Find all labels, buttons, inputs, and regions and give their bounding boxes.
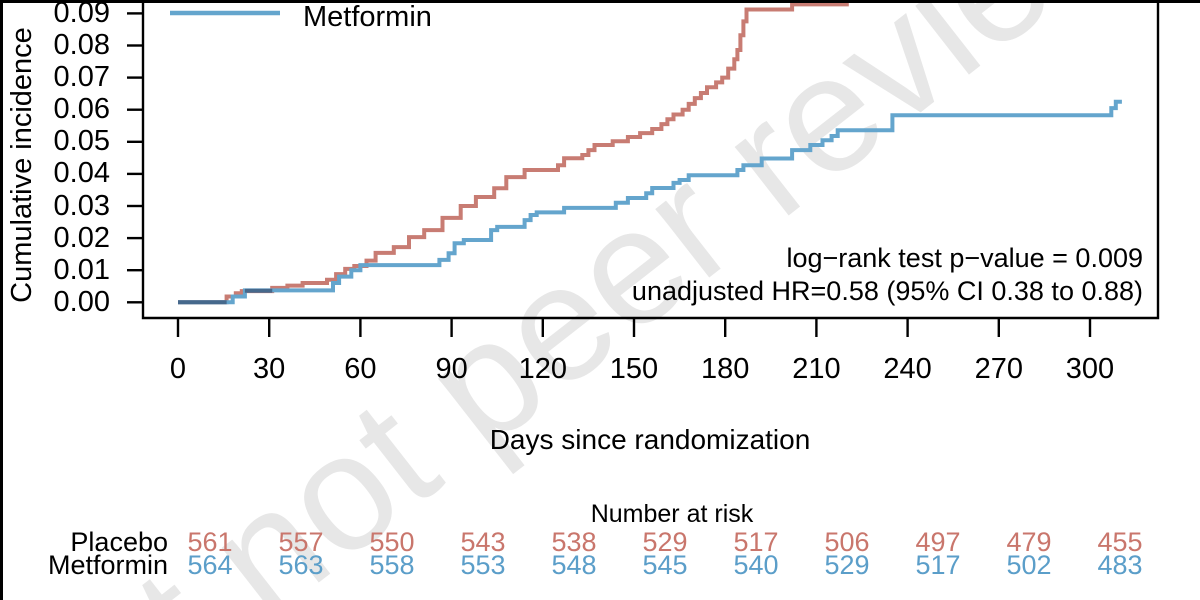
risk-count-metformin: 563 xyxy=(278,550,324,580)
risk-count-metformin: 558 xyxy=(369,550,415,580)
risk-count-placebo: 455 xyxy=(1097,527,1143,557)
y-tick-label: 0.07 xyxy=(53,61,110,94)
plot-box xyxy=(141,0,1160,320)
risk-count-placebo: 550 xyxy=(369,527,415,557)
x-tick-label: 210 xyxy=(792,353,841,385)
risk-count-placebo: 561 xyxy=(187,527,233,557)
risk-table-title: Number at risk xyxy=(590,500,754,528)
figure-crop-edge-left xyxy=(0,0,3,600)
risk-count-placebo: 479 xyxy=(1006,527,1052,557)
risk-count-placebo: 529 xyxy=(642,527,688,557)
figure-crop-edge-top xyxy=(0,0,1200,3)
risk-count-placebo: 497 xyxy=(915,527,961,557)
y-axis-title: Cumulative incidence xyxy=(6,27,38,303)
x-tick-label: 150 xyxy=(609,353,659,385)
risk-count-placebo: 506 xyxy=(824,527,870,557)
y-tick-label: 0.03 xyxy=(53,189,110,222)
risk-count-metformin: 517 xyxy=(915,550,961,580)
x-tick-label: 300 xyxy=(1065,353,1115,385)
annotation-logrank-pvalue: log−rank test p−value = 0.009 xyxy=(786,243,1143,273)
x-tick-label: 240 xyxy=(883,353,932,385)
x-tick-label: 270 xyxy=(974,353,1023,385)
risk-row-label-metformin: Metformin xyxy=(47,550,168,580)
x-tick-label: 0 xyxy=(169,353,187,385)
y-tick-label: 0.05 xyxy=(53,125,110,158)
y-tick-label: 0.02 xyxy=(53,221,110,254)
risk-count-placebo: 538 xyxy=(551,527,597,557)
y-tick-label: 0.00 xyxy=(53,285,110,318)
risk-count-placebo: 517 xyxy=(733,527,779,557)
y-tick-label: 0.09 xyxy=(53,0,110,29)
risk-count-metformin: 564 xyxy=(187,550,233,580)
x-tick-label: 120 xyxy=(518,353,567,385)
curve-placebo xyxy=(178,0,932,305)
legend-label-metformin: Metformin xyxy=(303,1,432,33)
x-tick-label: 90 xyxy=(435,353,468,385)
x-tick-label: 180 xyxy=(700,353,750,385)
risk-row-label-placebo: Placebo xyxy=(70,527,168,557)
y-tick-label: 0.06 xyxy=(53,93,110,126)
risk-count-metformin: 502 xyxy=(1006,550,1052,580)
x-axis-title: Days since randomization xyxy=(489,424,811,455)
curve-metformin xyxy=(178,99,1122,305)
y-tick-label: 0.08 xyxy=(53,29,110,61)
risk-count-placebo: 557 xyxy=(278,527,324,557)
x-tick-label: 60 xyxy=(344,353,377,385)
risk-count-metformin: 545 xyxy=(642,550,688,580)
risk-count-metformin: 529 xyxy=(824,550,870,580)
risk-count-metformin: 540 xyxy=(733,550,779,580)
risk-count-placebo: 543 xyxy=(460,527,506,557)
y-tick-label: 0.04 xyxy=(53,157,110,190)
x-tick-label: 30 xyxy=(253,353,286,385)
annotation-hazard-ratio: unadjusted HR=0.58 (95% CI 0.38 to 0.88) xyxy=(631,276,1143,306)
risk-count-metformin: 553 xyxy=(460,550,506,580)
risk-count-metformin: 548 xyxy=(551,550,597,580)
y-tick-label: 0.01 xyxy=(53,253,110,286)
risk-count-metformin: 483 xyxy=(1097,550,1143,580)
